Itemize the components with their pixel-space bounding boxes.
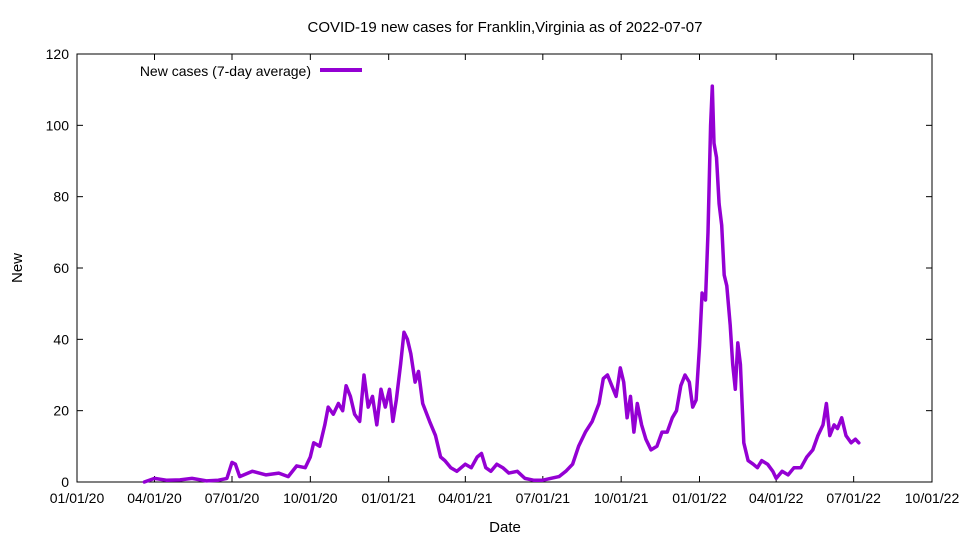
y-tick-label: 120 [46,46,70,62]
x-tick-label: 04/01/22 [749,490,804,506]
y-axis-label: New [9,253,26,283]
x-tick-label: 07/01/20 [205,490,260,506]
x-tick-label: 01/01/22 [672,490,727,506]
y-tick-label: 80 [53,189,69,205]
x-tick-label: 07/01/22 [826,490,881,506]
y-tick-label: 20 [53,403,69,419]
y-tick-label: 40 [53,331,69,347]
chart-title: COVID-19 new cases for Franklin,Virginia… [308,19,703,36]
legend-label: New cases (7-day average) [140,63,311,79]
x-tick-label: 10/01/21 [594,490,649,506]
series-layer [142,84,861,484]
x-tick-label: 04/01/20 [127,490,182,506]
axis-ticks: 01/01/20 04/01/20 07/01/20 10/01/20 01/01/21… [46,46,960,506]
legend: New cases (7-day average) [140,63,362,79]
y-tick-label: 100 [46,117,70,133]
y-tick-label: 0 [61,474,69,490]
x-tick-label: 07/01/21 [516,490,571,506]
series-line-0 [142,84,861,484]
x-tick-label: 01/01/21 [361,490,416,506]
y-tick-label: 60 [53,260,69,276]
plot-frame [76,53,933,483]
x-axis-label: Date [489,519,521,536]
x-tick-label: 10/01/20 [283,490,338,506]
x-tick-label: 04/01/21 [438,490,493,506]
x-tick-label: 10/01/22 [905,490,960,506]
x-tick-label: 01/01/20 [50,490,105,506]
